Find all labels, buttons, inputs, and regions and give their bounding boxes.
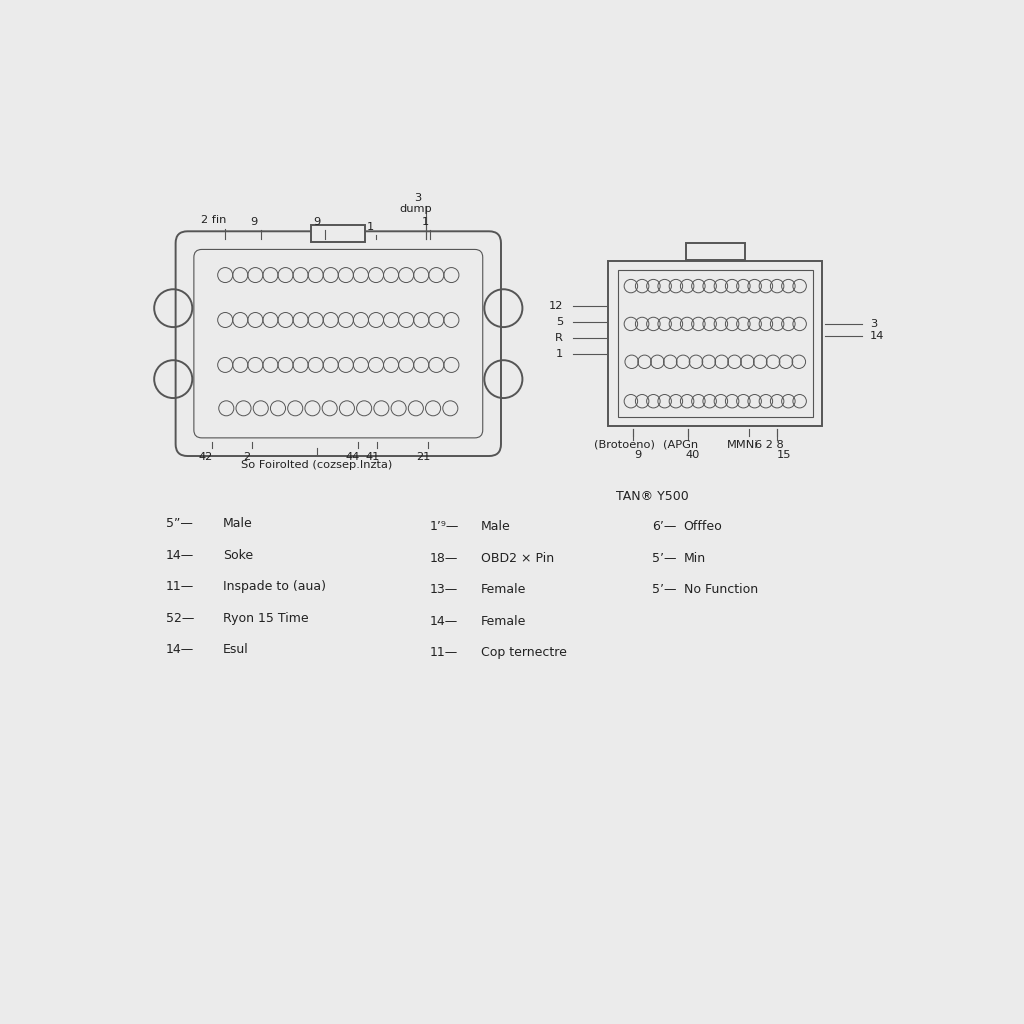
Text: 40: 40 <box>686 451 700 460</box>
Text: 5”—: 5”— <box>166 517 193 530</box>
Text: 14—: 14— <box>166 549 195 561</box>
Text: 14—: 14— <box>430 614 458 628</box>
Text: (APGn: (APGn <box>663 440 698 450</box>
Text: 13—: 13— <box>430 584 458 596</box>
Text: 14: 14 <box>870 331 885 341</box>
Text: 3: 3 <box>414 194 421 204</box>
Text: Esul: Esul <box>223 643 249 656</box>
Text: (Brotoeno): (Brotoeno) <box>594 440 654 450</box>
Text: 3: 3 <box>870 318 878 329</box>
Text: 1: 1 <box>556 349 563 358</box>
Text: 2: 2 <box>244 453 251 463</box>
Text: Min: Min <box>684 552 706 565</box>
Text: 41: 41 <box>366 453 380 463</box>
FancyBboxPatch shape <box>311 225 366 243</box>
Text: Male: Male <box>223 517 253 530</box>
Text: 9: 9 <box>250 217 257 227</box>
Text: 6’—: 6’— <box>652 520 676 534</box>
Text: No Function: No Function <box>684 584 758 596</box>
Text: Male: Male <box>481 520 511 534</box>
Text: Cop ternectre: Cop ternectre <box>481 646 567 659</box>
Text: 11—: 11— <box>430 646 458 659</box>
Text: 52—: 52— <box>166 611 195 625</box>
Text: Offfeo: Offfeo <box>684 520 722 534</box>
Text: dump: dump <box>399 205 432 214</box>
Text: 1: 1 <box>367 221 374 231</box>
Text: 9: 9 <box>634 451 641 460</box>
Text: 21: 21 <box>416 453 430 463</box>
FancyBboxPatch shape <box>685 243 745 260</box>
Text: Inspade to (aua): Inspade to (aua) <box>223 581 327 593</box>
Text: 6 2 8: 6 2 8 <box>755 440 783 450</box>
Text: 5: 5 <box>556 316 563 327</box>
Text: 9: 9 <box>313 217 321 227</box>
Text: So Foirolted (cozsep.Inzta): So Foirolted (cozsep.Inzta) <box>242 460 392 470</box>
Text: 12: 12 <box>549 301 563 311</box>
Text: 5’—: 5’— <box>652 552 676 565</box>
Text: 2 fin: 2 fin <box>201 215 226 225</box>
Text: 42: 42 <box>199 453 213 463</box>
Text: 44: 44 <box>345 453 359 463</box>
Text: 11—: 11— <box>166 581 195 593</box>
Text: R: R <box>555 333 563 343</box>
Text: TAN® Y500: TAN® Y500 <box>616 489 689 503</box>
Text: Ryon 15 Time: Ryon 15 Time <box>223 611 309 625</box>
Text: 15: 15 <box>776 451 791 460</box>
Text: 14—: 14— <box>166 643 195 656</box>
Text: Female: Female <box>481 614 526 628</box>
Text: OBD2 × Pin: OBD2 × Pin <box>481 552 554 565</box>
Text: 1: 1 <box>422 217 429 227</box>
Text: 18—: 18— <box>430 552 458 565</box>
Text: 1’⁹—: 1’⁹— <box>430 520 459 534</box>
Text: Soke: Soke <box>223 549 253 561</box>
Text: Female: Female <box>481 584 526 596</box>
Text: MMNi: MMNi <box>727 440 759 450</box>
Text: 5’—: 5’— <box>652 584 676 596</box>
